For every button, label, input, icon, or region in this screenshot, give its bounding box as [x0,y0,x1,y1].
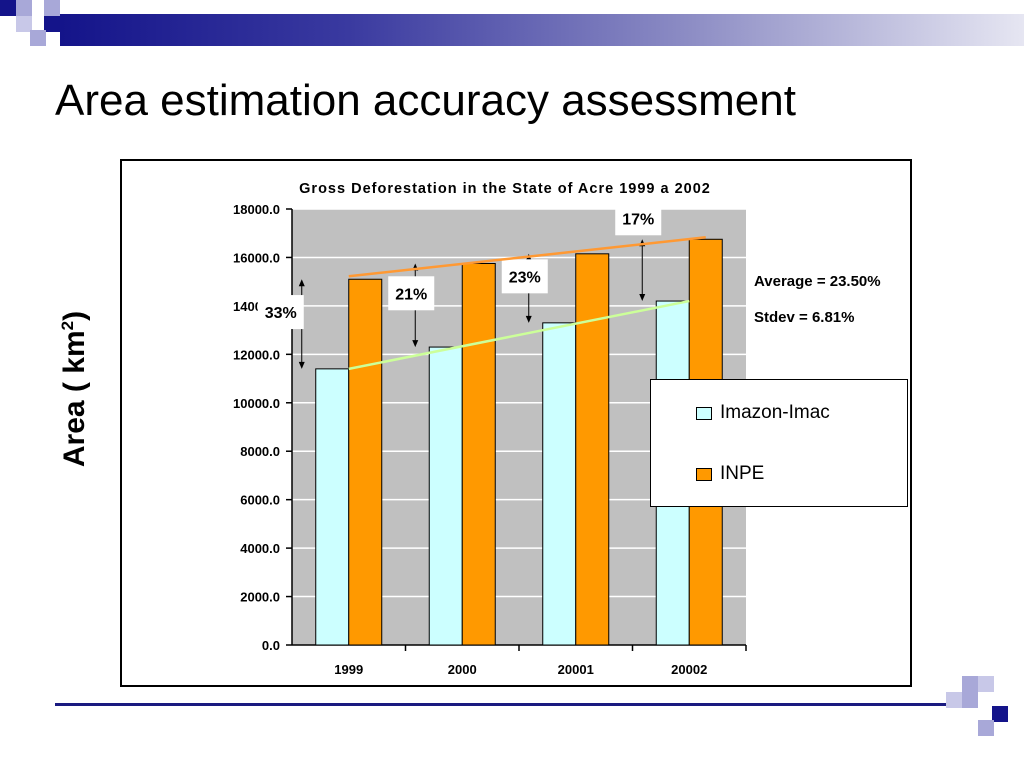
y-tick-label: 10000.0 [233,396,280,411]
decor-square [946,692,962,708]
difference-arrowhead [639,294,646,302]
difference-label: 33% [265,305,297,322]
difference-arrowhead [525,315,532,323]
decor-square [962,676,978,692]
y-tick-label: 0.0 [262,638,280,653]
bar-inpe-20001 [575,253,610,646]
difference-label: 23% [509,269,541,286]
decor-square [962,692,978,708]
difference-label-box [257,295,304,330]
difference-label: 17% [622,211,654,228]
chart-title: Gross Deforestation in the State of Acre… [299,181,711,197]
title-decor-gradient-band [60,14,1024,46]
decor-square [16,0,32,16]
x-tick-label: 20001 [558,662,594,677]
chart-legend: Imazon-Imac INPE [650,379,908,507]
stdev-stat: Stdev = 6.81% [754,309,855,326]
decor-square [30,30,46,46]
bar-inpe-1999 [348,278,383,646]
trendline-imazon [348,299,690,371]
y-tick-label: 2000.0 [240,590,280,605]
trendline-inpe [348,236,706,278]
y-tick-label: 8000.0 [240,444,280,459]
x-tick-label: 20002 [671,662,707,677]
difference-label-box [615,201,662,236]
bottom-divider-line [55,703,975,706]
legend-swatch-inpe [696,467,712,481]
decor-square [0,0,16,16]
difference-arrowhead [298,279,305,287]
y-tick-label: 12000.0 [233,347,280,362]
difference-arrowhead [298,361,305,369]
legend-label-inpe: INPE [720,463,765,484]
difference-label-box [388,276,435,311]
bar-inpe-2000 [461,263,496,646]
y-tick-label: 16000.0 [233,250,280,265]
difference-arrowhead [412,340,419,348]
bar-imazon-1999 [315,368,350,646]
legend-swatch-imazon [696,406,712,420]
decor-square [44,16,60,32]
legend-item-inpe: INPE [696,463,764,485]
x-tick-label: 2000 [448,662,477,677]
average-stat: Average = 23.50% [754,273,881,290]
decor-square [44,0,60,16]
y-tick-label: 18000.0 [233,202,280,217]
decor-square [992,706,1008,722]
difference-label: 21% [395,286,427,303]
decor-square [16,16,32,32]
decor-square [978,676,994,692]
y-tick-label: 4000.0 [240,541,280,556]
bar-imazon-2000 [428,346,463,646]
bar-imazon-20001 [542,322,577,646]
legend-item-imazon: Imazon-Imac [696,402,830,424]
difference-label-box [501,259,548,294]
x-tick-label: 1999 [334,662,363,677]
legend-label-imazon: Imazon-Imac [720,402,830,423]
y-tick-label: 6000.0 [240,493,280,508]
slide-title: Area estimation accuracy assessment [55,76,796,125]
decor-square [978,720,994,736]
